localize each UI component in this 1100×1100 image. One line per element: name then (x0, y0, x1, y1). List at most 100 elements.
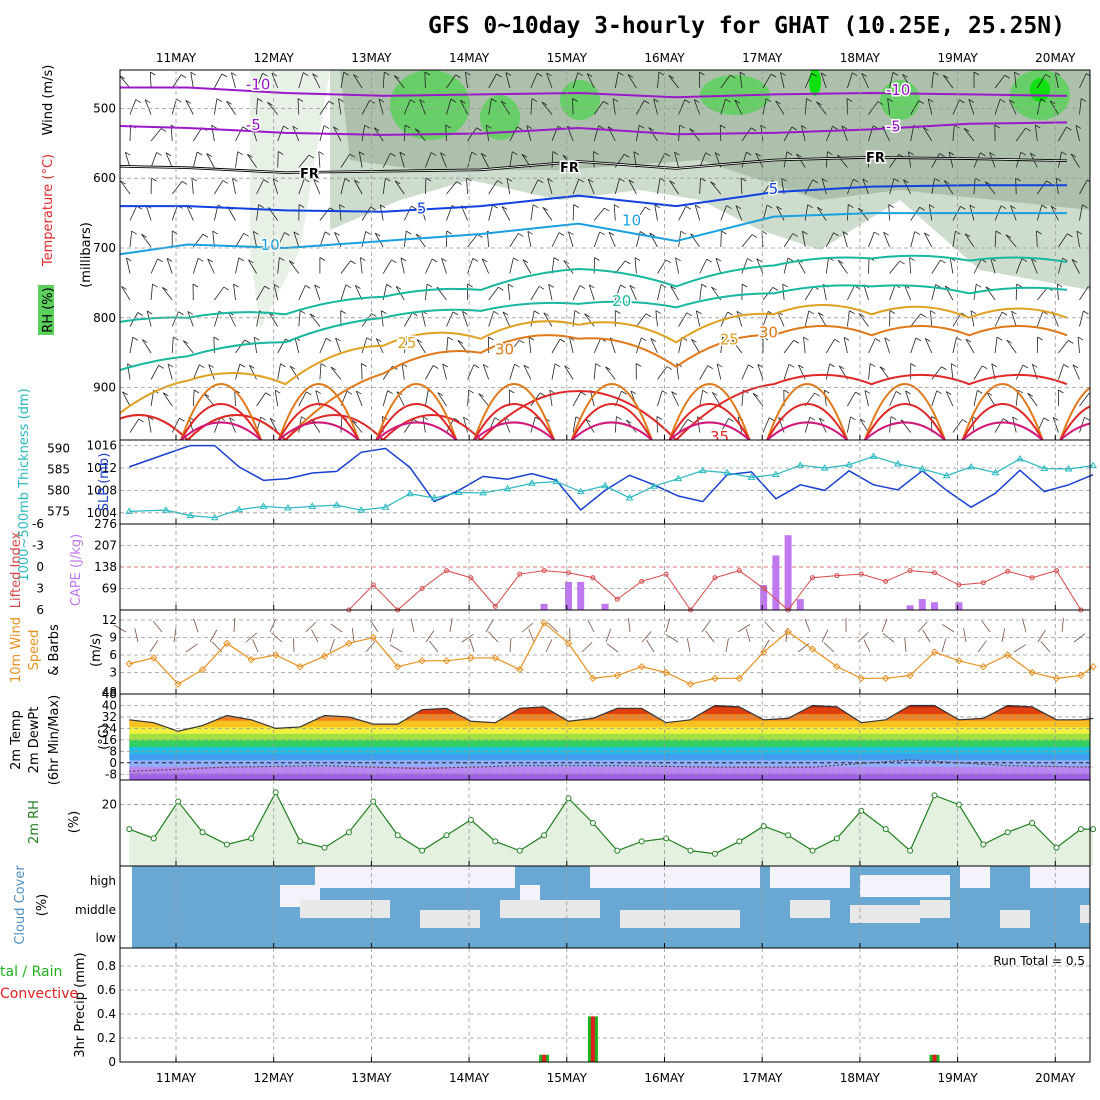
wind-barb-flag (304, 178, 310, 183)
precip-tick-label: 0.4 (97, 1007, 116, 1021)
wind-barb-flag (1063, 364, 1069, 368)
wind-barb (256, 98, 258, 115)
wind10-barb (686, 638, 691, 653)
wind-barb (1034, 125, 1038, 142)
lifted-index-point (541, 568, 547, 574)
wind-barb (256, 179, 264, 195)
wind-barb (569, 337, 574, 354)
wind-barb-flag (846, 98, 853, 102)
wind-barb-flag (1061, 151, 1067, 156)
wind-barb-flag (167, 363, 174, 368)
wind-barb-flag (414, 128, 421, 133)
wind-barb-flag (386, 284, 392, 288)
thickness-point (796, 461, 805, 468)
date-label-top: 17MAY (742, 51, 783, 65)
wind-barb-flag (772, 287, 779, 291)
wind-barb-flag (750, 127, 757, 132)
thickness-point (845, 460, 853, 468)
wind-barb-flag (791, 126, 798, 131)
wind-barb (868, 101, 879, 115)
wind-barb-flag (226, 100, 232, 105)
temp-tick-label: -8 (105, 767, 117, 781)
wind-barb-flag (522, 259, 529, 263)
wind-barb (252, 231, 257, 248)
wind-barb-flag (360, 257, 366, 261)
wind-barb-flag (568, 231, 574, 236)
wind-barb (668, 75, 679, 89)
wind-barb-flag (686, 312, 693, 317)
wind-barb-flag (339, 204, 345, 208)
wind-barb-flag (1050, 205, 1057, 210)
cloud-gap (420, 910, 480, 928)
wind-barb-flag (305, 285, 311, 289)
wind-barb (952, 337, 957, 354)
wind-barb (467, 258, 474, 274)
wind-barb-flag (714, 152, 721, 156)
wind-barb-flag (645, 313, 652, 318)
wind-barb-flag (695, 204, 701, 209)
wind-barb-flag (152, 283, 158, 288)
wind-barb (227, 206, 236, 221)
wind-tick-label: 3 (109, 666, 117, 680)
wind-barb (1079, 286, 1089, 301)
wind-barb (268, 312, 279, 327)
thickness-point (894, 459, 902, 467)
wind-barb-flag (378, 98, 385, 103)
wind-barb-flag (658, 71, 665, 76)
isotherm-arc (473, 383, 556, 440)
wind-barb-flag (1005, 234, 1012, 239)
wind-barb-flag (848, 204, 854, 208)
pressure-tick-label: 600 (93, 171, 116, 185)
wind-barb-flag (199, 364, 205, 369)
rh-point (565, 795, 572, 802)
wind-barb (887, 98, 890, 115)
wind-barb-flag (251, 125, 258, 129)
wind-barb (1009, 99, 1017, 115)
freezing-level-label: FR (300, 167, 319, 182)
wind-barb (883, 232, 890, 248)
wind-barb-flag (288, 260, 295, 265)
date-label-bottom: 12MAY (254, 1071, 295, 1085)
wind-barb (1077, 337, 1080, 354)
wind-barb-flag (456, 181, 462, 185)
pressure-tick-label: 900 (93, 381, 116, 395)
wind-barb-flag (467, 283, 473, 288)
wind-barb-flag (638, 124, 645, 129)
wind-barb (166, 258, 173, 274)
isotherm-arc (864, 421, 946, 440)
wind-barb (294, 337, 300, 354)
wind10-barb (881, 618, 888, 633)
wind-barb-flag (935, 284, 941, 288)
lifted-index-point (712, 575, 718, 581)
wind-barb-flag (554, 363, 561, 368)
wind-barb (459, 100, 468, 115)
wind-barb-flag (491, 98, 497, 103)
wind-barb-flag (933, 71, 939, 76)
wind-barb-flag (211, 124, 217, 129)
wind-barb (530, 417, 536, 433)
wind-barb-flag (185, 100, 191, 104)
wind-barb-flag (353, 74, 359, 78)
wind-barb (446, 181, 457, 195)
wind10-barb (804, 618, 811, 633)
thickness-point (503, 484, 512, 492)
wind-barb-flag (493, 310, 499, 315)
lifted-index-point (956, 582, 962, 588)
wind10-barb (882, 633, 895, 643)
wind-barb (990, 258, 996, 274)
wind10-barb (904, 638, 907, 653)
wind-barb (551, 338, 561, 354)
wind-barb (191, 178, 194, 195)
thickness-point (942, 471, 951, 479)
wind-barb (422, 416, 426, 433)
wind-barb-flag (563, 260, 569, 264)
wind-barb (162, 392, 173, 407)
date-axis-bottom: 11MAY 12MAY 13MAY 14MAY 15MAY 16MAY 17MAY 18MAY… (156, 1071, 1076, 1085)
wind-barb-flag (1031, 258, 1037, 263)
wind-barb (963, 128, 975, 142)
wind-barb-flag (940, 259, 946, 264)
wind-barb (203, 393, 215, 407)
wind-barb (145, 205, 152, 221)
rh-point (809, 847, 816, 854)
wind-barb-flag (999, 98, 1006, 103)
